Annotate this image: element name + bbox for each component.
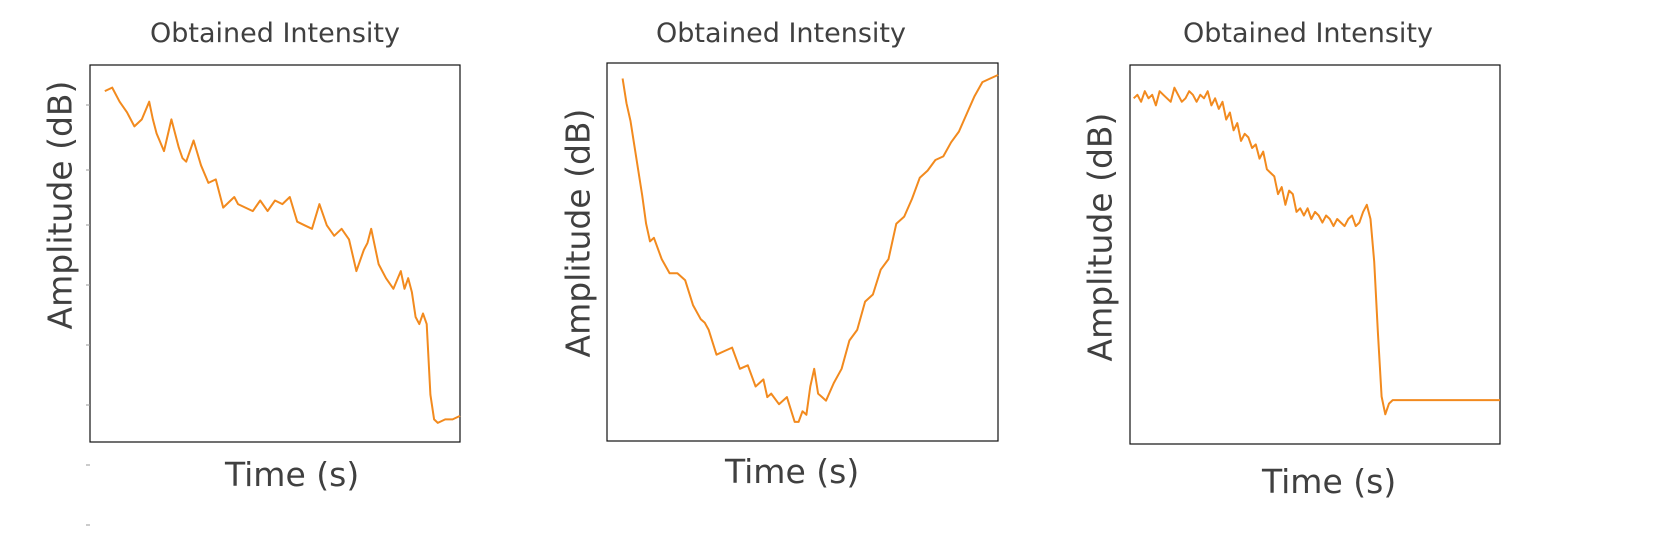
chart-panel-3: Obtained Intensity Time (s) Amplitude (d… xyxy=(1040,0,1560,559)
chart-title: Obtained Intensity xyxy=(150,18,400,49)
series-line xyxy=(104,86,461,424)
plot-frame xyxy=(606,62,999,442)
chart-plot-3 xyxy=(1129,64,1501,445)
plot-frame xyxy=(89,64,461,443)
x-axis-label: Time (s) xyxy=(725,452,860,491)
chart-panel-1: Obtained Intensity Time (s) Amplitude (d… xyxy=(0,0,520,559)
y-axis-label: Amplitude (dB) xyxy=(558,108,598,358)
chart-title: Obtained Intensity xyxy=(1183,18,1433,49)
series-line xyxy=(621,74,999,423)
plot-frame xyxy=(1129,64,1501,445)
x-axis-label: Time (s) xyxy=(225,455,360,494)
series-line xyxy=(1133,86,1500,416)
y-axis-label: Amplitude (dB) xyxy=(1080,112,1120,362)
chart-title: Obtained Intensity xyxy=(656,18,906,49)
chart-plot-1 xyxy=(86,64,461,526)
chart-panel-2: Obtained Intensity Time (s) Amplitude (d… xyxy=(520,0,1040,559)
chart-plot-2 xyxy=(606,62,999,442)
x-axis-label: Time (s) xyxy=(1262,462,1397,501)
y-axis-label: Amplitude (dB) xyxy=(40,80,80,330)
